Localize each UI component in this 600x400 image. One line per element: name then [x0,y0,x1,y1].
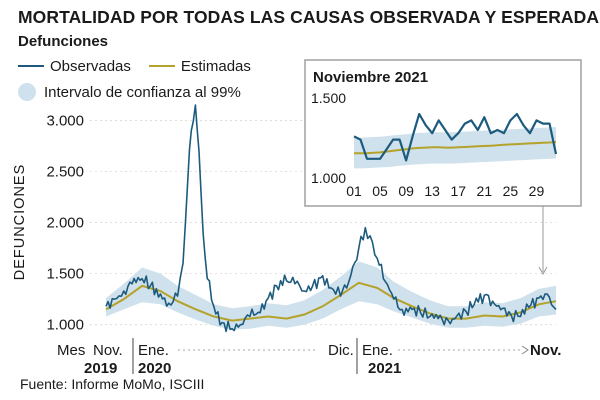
inset-y-tick-label: 1.000 [311,170,346,186]
x-tick-label: Dic. [328,342,354,359]
inset-observed-line [353,112,558,162]
legend-item-estimated: Estimadas [148,57,251,75]
legend-row: Observadas Estimadas [18,56,269,76]
inset-connector-arrow-icon [538,266,548,276]
inset-x-tick-label: 17 [450,183,466,199]
chart-title: MORTALIDAD POR TODAS LAS CAUSAS OBSERVAD… [18,7,600,27]
y-tick-label: 1.500 [46,266,84,283]
x-tick-label: Ene. [362,342,393,359]
legend-label-interval: Intervalo de confianza al 99% [44,83,241,101]
x-year-label: 2019 [84,360,117,377]
chart-subtitle: Defunciones [18,33,109,50]
source-note: Fuente: Informe MoMo, ISCIII [20,376,205,392]
legend-label-observed: Observadas [50,57,131,75]
legend-item-interval: Intervalo de confianza al 99% [18,83,241,101]
inset-x-tick-label: 05 [372,183,388,199]
y-tick-label: 3.000 [46,112,84,129]
x-tick-label: Ene. [138,342,169,359]
x-year-label: 2021 [368,360,401,377]
y-axis-label: DEFUNCIONES [12,164,28,281]
inset-estimated-line [354,141,557,155]
legend-line-estimated-icon [148,64,175,68]
inset-x-tick-label: 13 [424,183,440,199]
legend-row: Intervalo de confianza al 99% [18,82,259,102]
x-year-label: 2020 [138,360,171,377]
inset-x-tick-label: 21 [477,183,493,199]
inset-x-tick-label: 01 [346,183,362,199]
estimated-line [105,281,557,322]
observed-line [105,104,557,333]
y-tick-label: 2.000 [46,215,84,232]
x-axis-arrow-icon [521,345,529,355]
inset-x-tick-label: 29 [529,183,545,199]
y-tick-label: 2.500 [46,163,84,180]
x-tick-label: Nov. [530,342,561,359]
y-tick-label: 1.000 [46,317,84,334]
inset-y-tick-label: 1.500 [311,90,346,106]
legend-dot-interval-icon [18,83,36,101]
x-tick-label: Nov. [93,342,123,359]
legend-item-observed: Observadas [18,58,131,75]
legend-line-observed-icon [18,64,44,68]
x-axis-title: Mes [57,342,85,359]
legend-label-estimated: Estimadas [180,57,251,75]
inset-title: Noviembre 2021 [313,69,428,86]
inset-x-tick-label: 25 [503,183,519,199]
inset-x-tick-label: 09 [398,183,414,199]
